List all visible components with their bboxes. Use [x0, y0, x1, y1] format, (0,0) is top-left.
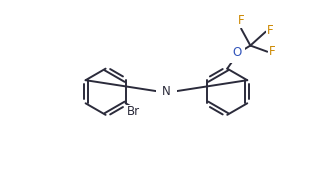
Text: F: F: [267, 24, 274, 37]
Text: Br: Br: [127, 105, 140, 118]
Text: N: N: [162, 85, 171, 98]
Text: H: H: [163, 79, 170, 89]
Text: F: F: [238, 14, 244, 27]
Text: O: O: [233, 46, 242, 59]
Text: F: F: [269, 45, 275, 58]
